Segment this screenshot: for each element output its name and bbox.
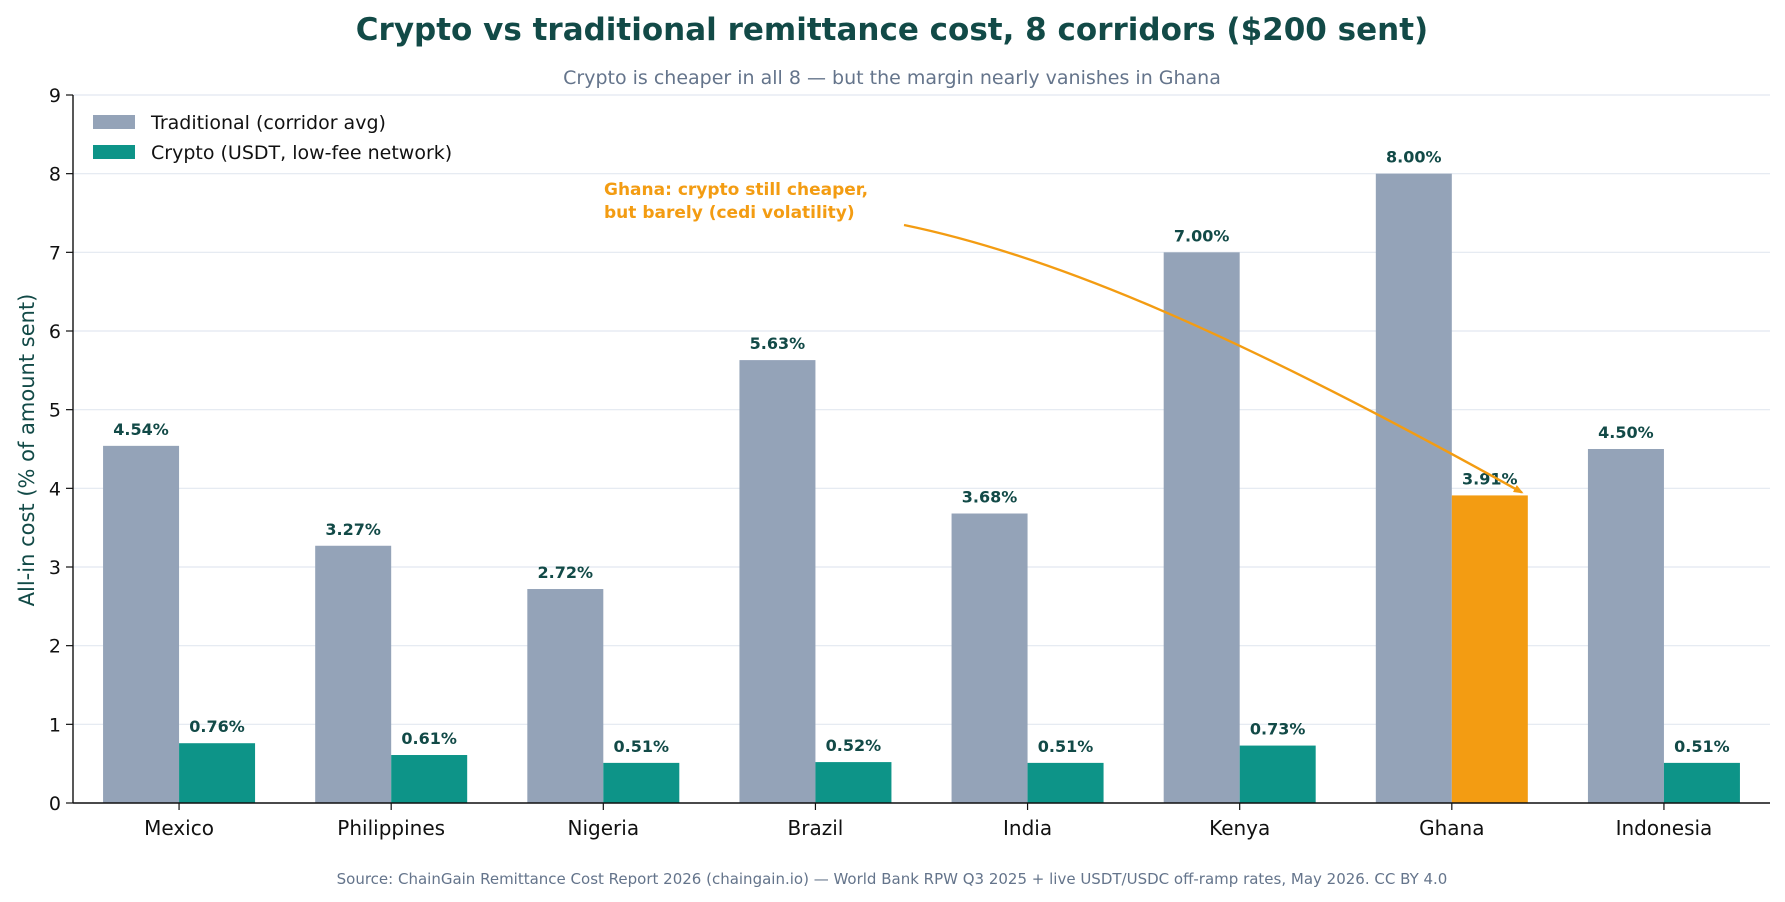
- x-tick-label-mexico: Mexico: [144, 816, 214, 840]
- bar-mexico-crypto: [179, 743, 256, 803]
- bar-kenya-crypto: [1239, 745, 1316, 803]
- x-tick-label-ghana: Ghana: [1419, 816, 1484, 840]
- y-tick-label-1: 1: [49, 714, 61, 736]
- x-tick-label-philippines: Philippines: [337, 816, 445, 840]
- y-tick-label-7: 7: [49, 242, 61, 264]
- legend-swatch-crypto: [93, 145, 135, 159]
- y-tick-label-2: 2: [49, 636, 61, 658]
- x-tick-label-india: India: [1003, 816, 1052, 840]
- value-label-kenya-traditional: 7.00%: [1174, 226, 1230, 245]
- value-label-indonesia-traditional: 4.50%: [1598, 423, 1654, 442]
- legend: Traditional (corridor avg) Crypto (USDT,…: [93, 112, 452, 164]
- y-tick-label-9: 9: [49, 85, 61, 107]
- x-tick-label-nigeria: Nigeria: [568, 816, 640, 840]
- y-tick-label-3: 3: [49, 557, 61, 579]
- ghana-annotation: Ghana: crypto still cheaper, but barely …: [604, 180, 1524, 494]
- bar-nigeria-traditional: [527, 589, 604, 803]
- bar-india-traditional: [951, 513, 1028, 803]
- value-label-kenya-crypto: 0.73%: [1250, 720, 1306, 739]
- bars: [103, 173, 1740, 804]
- y-tick-label-0: 0: [49, 793, 61, 815]
- value-label-ghana-traditional: 8.00%: [1386, 148, 1442, 167]
- source-note: Source: ChainGain Remittance Cost Report…: [337, 870, 1448, 888]
- bar-philippines-crypto: [391, 755, 468, 803]
- bar-philippines-traditional: [315, 545, 392, 803]
- bar-ghana-crypto: [1451, 495, 1528, 803]
- legend-label-traditional: Traditional (corridor avg): [150, 112, 386, 134]
- bar-brazil-traditional: [739, 360, 816, 803]
- value-label-philippines-traditional: 3.27%: [325, 520, 381, 539]
- y-tick-label-8: 8: [49, 164, 61, 186]
- value-label-brazil-traditional: 5.63%: [750, 334, 806, 353]
- bar-brazil-crypto: [815, 762, 892, 803]
- value-label-mexico-traditional: 4.54%: [113, 420, 169, 439]
- value-label-nigeria-crypto: 0.51%: [614, 737, 670, 756]
- chart-subtitle: Crypto is cheaper in all 8 — but the mar…: [563, 67, 1221, 89]
- y-tick-label-5: 5: [49, 400, 61, 422]
- y-axis: 0 1 2 3 4 5 6 7 8 9: [49, 85, 74, 815]
- value-label-indonesia-crypto: 0.51%: [1674, 737, 1730, 756]
- x-tick-label-brazil: Brazil: [788, 816, 844, 840]
- legend-swatch-traditional: [93, 115, 135, 129]
- value-label-india-traditional: 3.68%: [962, 488, 1018, 507]
- bar-ghana-traditional: [1375, 173, 1452, 803]
- bar-nigeria-crypto: [603, 762, 680, 803]
- y-axis-label: All-in cost (% of amount sent): [15, 294, 39, 607]
- x-tick-label-indonesia: Indonesia: [1616, 816, 1713, 840]
- bar-mexico-traditional: [103, 445, 180, 803]
- bar-indonesia-crypto: [1663, 762, 1740, 803]
- annotation-text-line-1: Ghana: crypto still cheaper,: [604, 180, 868, 200]
- value-label-india-crypto: 0.51%: [1038, 737, 1094, 756]
- annotation-arrow: [903, 223, 1524, 494]
- value-label-philippines-crypto: 0.61%: [401, 729, 457, 748]
- legend-label-crypto: Crypto (USDT, low-fee network): [151, 142, 452, 164]
- annotation-text-line-2: but barely (cedi volatility): [604, 203, 855, 223]
- y-tick-label-6: 6: [49, 321, 61, 343]
- value-label-brazil-crypto: 0.52%: [826, 736, 882, 755]
- bar-indonesia-traditional: [1587, 449, 1664, 803]
- bar-india-crypto: [1027, 762, 1104, 803]
- bar-value-labels: 4.54% 3.27% 2.72% 5.63% 3.68% 7.00% 8.00% 4.50%…: [113, 148, 1729, 756]
- chart-title: Crypto vs traditional remittance cost, 8…: [356, 12, 1428, 48]
- y-tick-label-4: 4: [49, 478, 61, 500]
- bar-kenya-traditional: [1163, 252, 1240, 804]
- value-label-nigeria-traditional: 2.72%: [538, 563, 594, 582]
- x-axis: Mexico Philippines Nigeria Brazil India Kenya…: [73, 802, 1770, 840]
- x-tick-label-kenya: Kenya: [1209, 816, 1270, 840]
- value-label-mexico-crypto: 0.76%: [189, 717, 245, 736]
